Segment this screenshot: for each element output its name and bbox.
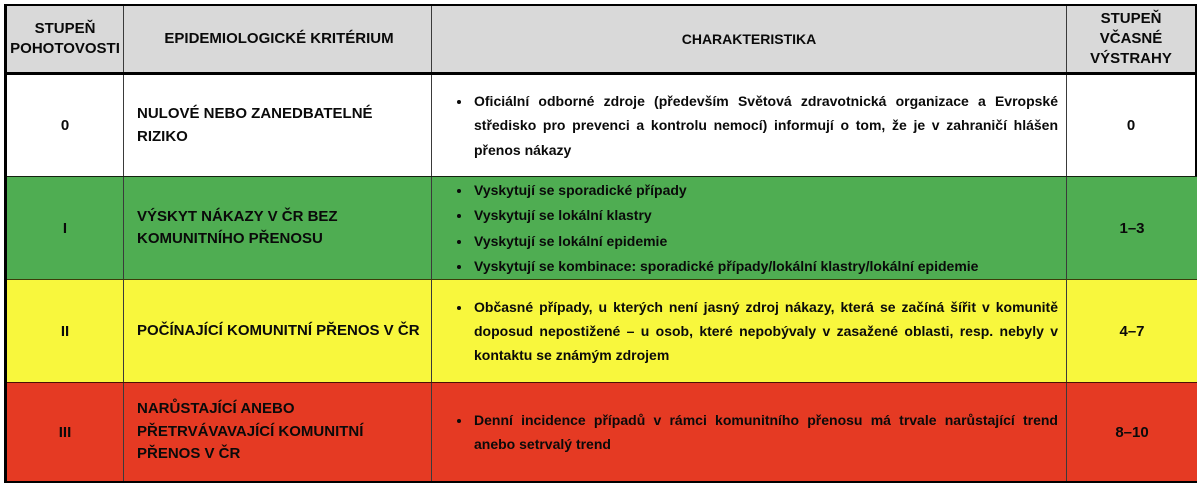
header-characteristics: CHARAKTERISTIKA [432, 6, 1067, 72]
bullet-item: Denní incidence případů v rámci komunitn… [472, 408, 1058, 456]
cell-characteristics: Oficiální odborné zdroje (především Svět… [432, 75, 1067, 176]
cell-characteristics: Denní incidence případů v rámci komunitn… [432, 383, 1067, 481]
bullet-item: Vyskytují se kombinace: sporadické přípa… [472, 254, 1058, 278]
bullet-item: Vyskytují se lokální epidemie [472, 229, 1058, 253]
row-level-2: II POČÍNAJÍCÍ KOMUNITNÍ PŘENOS V ČR Obča… [7, 279, 1197, 382]
cell-early-warning: 1–3 [1119, 219, 1145, 237]
header-alert-level: STUPEŇ POHOTOVOSTI [7, 6, 124, 72]
cell-early-warning: 4–7 [1119, 322, 1145, 340]
cell-early-warning: 8–10 [1115, 423, 1149, 441]
cell-characteristics: Vyskytují se sporadické případy Vyskytuj… [432, 177, 1067, 279]
header-row: STUPEŇ POHOTOVOSTI EPIDEMIOLOGICKÉ KRITÉ… [7, 6, 1197, 72]
header-early-warning: STUPEŇ VČASNÉ VÝSTRAHY [1067, 6, 1197, 72]
cell-level: 0 [7, 75, 124, 176]
cell-level: I [7, 177, 124, 279]
cell-level: II [7, 280, 124, 382]
cell-level: III [7, 383, 124, 481]
row-level-1: I VÝSKYT NÁKAZY V ČR BEZ KOMUNITNÍHO PŘE… [7, 176, 1197, 279]
cell-early-warning: 0 [1067, 75, 1197, 176]
cell-criterion: POČÍNAJÍCÍ KOMUNITNÍ PŘENOS V ČR [124, 280, 432, 382]
cell-characteristics: Občasné případy, u kterých není jasný zd… [432, 280, 1067, 382]
alert-levels-table: STUPEŇ POHOTOVOSTI EPIDEMIOLOGICKÉ KRITÉ… [4, 4, 1197, 483]
row-level-3: III NARŮSTAJÍCÍ ANEBO PŘETRVÁVAVAJÍCÍ KO… [7, 382, 1197, 481]
bullet-item: Vyskytují se sporadické případy [472, 178, 1058, 202]
cell-criterion: NULOVÉ NEBO ZANEDBATELNÉ RIZIKO [124, 75, 432, 176]
header-criterion: EPIDEMIOLOGICKÉ KRITÉRIUM [124, 6, 432, 72]
bullet-item: Oficiální odborné zdroje (především Svět… [472, 89, 1058, 161]
cell-criterion: VÝSKYT NÁKAZY V ČR BEZ KOMUNITNÍHO PŘENO… [124, 177, 432, 279]
row-level-0: 0 NULOVÉ NEBO ZANEDBATELNÉ RIZIKO Oficiá… [7, 72, 1197, 176]
bullet-item: Občasné případy, u kterých není jasný zd… [472, 295, 1058, 367]
cell-criterion: NARŮSTAJÍCÍ ANEBO PŘETRVÁVAVAJÍCÍ KOMUNI… [124, 383, 432, 481]
bullet-item: Vyskytují se lokální klastry [472, 203, 1058, 227]
